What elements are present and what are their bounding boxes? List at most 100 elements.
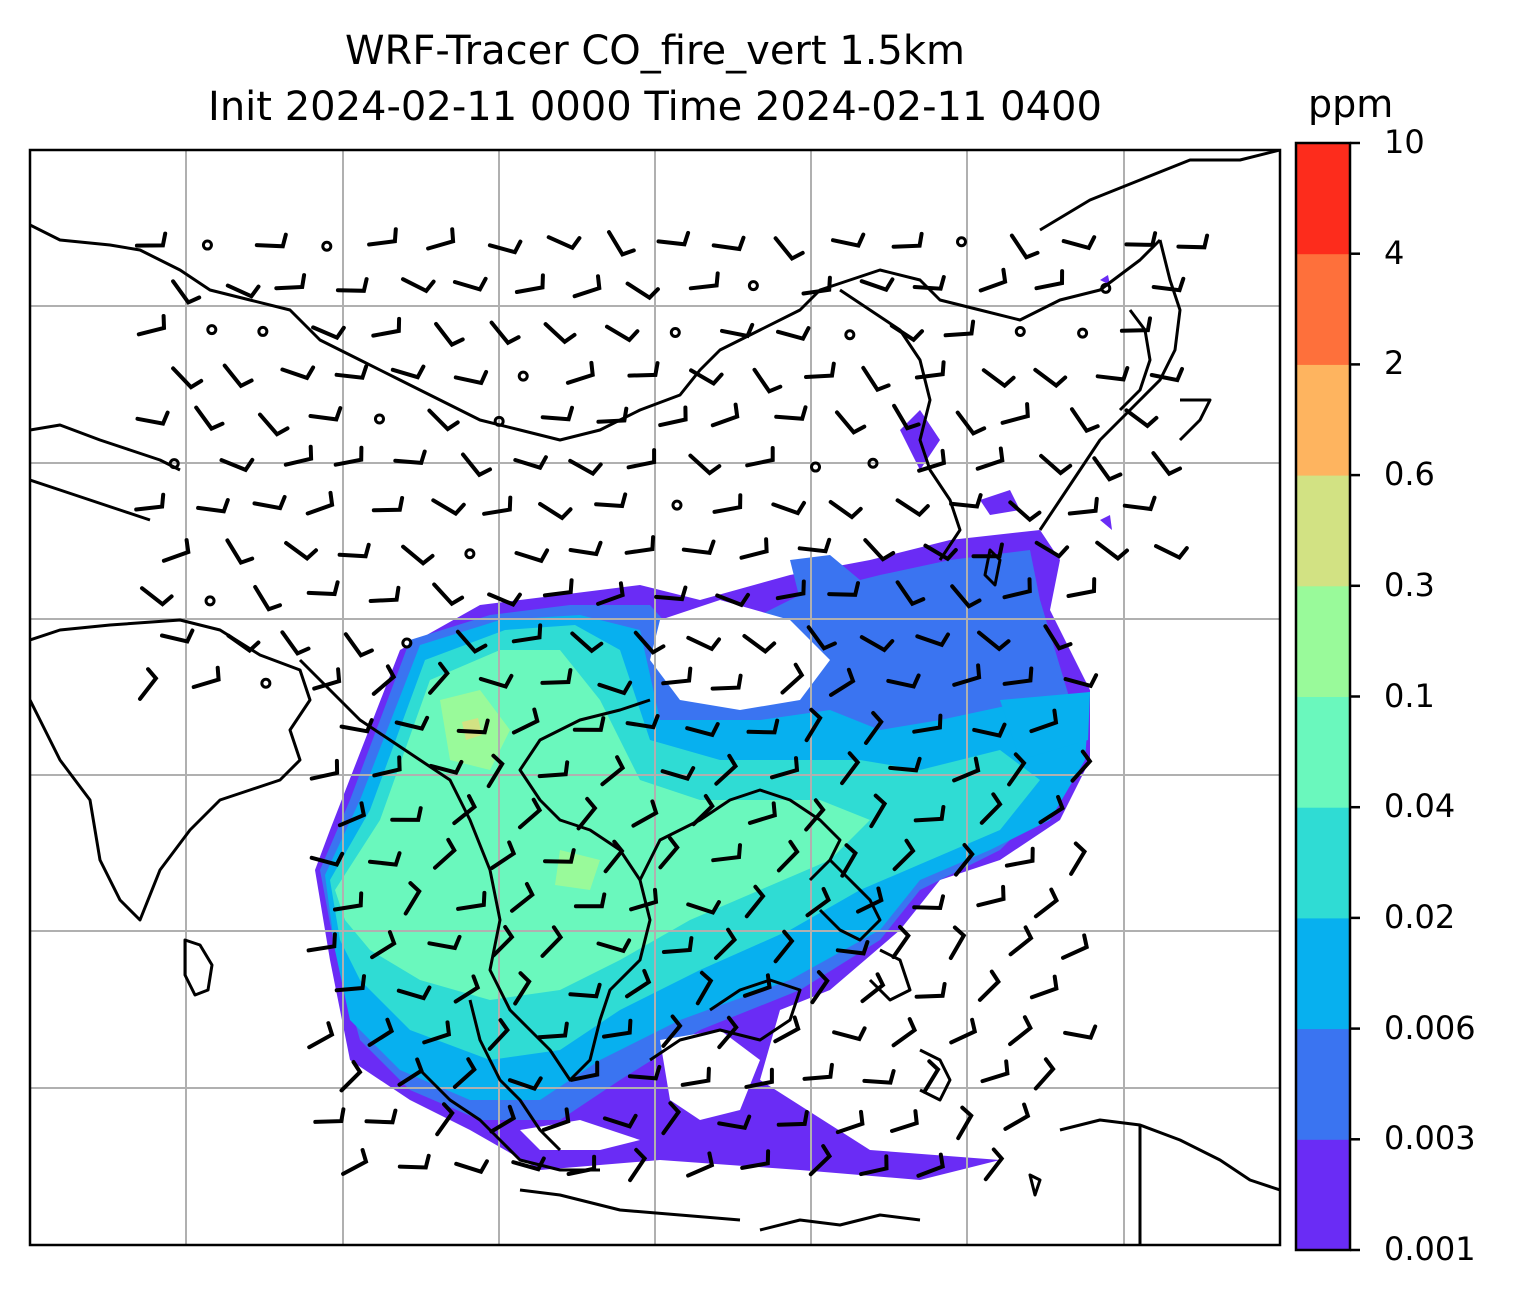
wind-barb bbox=[489, 320, 521, 346]
wind-barb bbox=[661, 1014, 683, 1048]
calm-wind-marker bbox=[206, 324, 218, 336]
wind-barb bbox=[710, 673, 743, 691]
wind-barb bbox=[625, 714, 660, 730]
wind-barb bbox=[1124, 231, 1158, 247]
wind-barb bbox=[372, 755, 402, 778]
wind-barb bbox=[397, 1057, 424, 1087]
wind-barb bbox=[427, 934, 462, 951]
wind-barb bbox=[1070, 749, 1093, 783]
colorbar-tick-label: 2 bbox=[1384, 344, 1405, 383]
wind-barb bbox=[914, 360, 946, 380]
wind-barb bbox=[771, 500, 806, 516]
wind-barb bbox=[770, 756, 800, 780]
wind-barb bbox=[371, 496, 405, 513]
wind-barb bbox=[596, 406, 629, 424]
wind-barb bbox=[892, 403, 921, 431]
colorbar-tick-label: 0.1 bbox=[1384, 676, 1435, 715]
calm-wind-marker bbox=[517, 370, 529, 382]
wind-barb bbox=[626, 448, 657, 470]
wind-barb bbox=[1004, 846, 1035, 868]
wind-barb bbox=[695, 970, 714, 1006]
wind-barb bbox=[507, 1076, 543, 1092]
wind-barb bbox=[487, 239, 523, 255]
wind-barb bbox=[161, 538, 191, 563]
calm-wind-marker bbox=[1014, 326, 1026, 338]
wind-barb bbox=[1033, 1057, 1056, 1091]
wind-barb bbox=[661, 1101, 682, 1136]
wind-barb bbox=[624, 535, 656, 555]
colorbar-segment bbox=[1296, 585, 1350, 697]
wind-barb bbox=[1029, 708, 1059, 734]
wind-barb bbox=[776, 839, 800, 873]
wind-barb bbox=[513, 971, 532, 1006]
wind-barb bbox=[714, 927, 738, 960]
wind-barb bbox=[975, 446, 1005, 471]
wind-barb bbox=[452, 1057, 477, 1089]
wind-barb bbox=[1067, 496, 1099, 516]
wind-barb bbox=[171, 279, 202, 305]
wind-barb bbox=[490, 840, 517, 870]
wind-barb bbox=[949, 1017, 978, 1045]
wind-barb bbox=[136, 314, 167, 337]
wind-barb bbox=[832, 1026, 867, 1042]
calm-wind-marker bbox=[867, 457, 879, 469]
wind-barb bbox=[1061, 235, 1097, 251]
wind-barb bbox=[225, 538, 255, 566]
wind-barb bbox=[660, 766, 696, 781]
wind-barb bbox=[337, 801, 367, 828]
map-title-line-1: WRF-Tracer CO_fire_vert 1.5km bbox=[344, 28, 966, 74]
wind-barb bbox=[808, 1144, 833, 1177]
wind-barb bbox=[226, 633, 261, 654]
wind-barb bbox=[461, 452, 492, 478]
wind-barb bbox=[972, 722, 1007, 738]
wind-barb bbox=[980, 1059, 1010, 1084]
wind-barb bbox=[680, 1066, 711, 1087]
wind-barb bbox=[978, 267, 1008, 293]
wind-barb bbox=[1043, 624, 1073, 651]
calm-wind-markers bbox=[168, 236, 1112, 689]
wind-barb bbox=[720, 322, 755, 339]
wind-barb bbox=[371, 664, 397, 696]
wind-barb bbox=[422, 1020, 452, 1045]
wind-barb bbox=[862, 1069, 896, 1085]
wind-barb bbox=[138, 667, 159, 701]
wind-barb bbox=[572, 274, 602, 299]
wind-barb bbox=[625, 968, 652, 999]
wind-barb bbox=[895, 498, 930, 518]
wind-barb bbox=[1061, 933, 1089, 960]
wind-barb bbox=[810, 970, 830, 1005]
wind-barb bbox=[912, 713, 943, 734]
wind-barb bbox=[747, 801, 777, 825]
wind-barb bbox=[511, 1156, 546, 1172]
wind-barb bbox=[428, 759, 464, 775]
wind-barb bbox=[773, 236, 805, 262]
wind-barb bbox=[629, 887, 659, 912]
wind-barb bbox=[1154, 544, 1189, 561]
wind-barb bbox=[979, 792, 1003, 825]
wind-barb bbox=[914, 982, 947, 999]
concentration-patch-north bbox=[900, 275, 1112, 530]
calm-wind-marker bbox=[257, 325, 269, 337]
map-gridlines bbox=[30, 150, 1280, 1245]
wind-barb bbox=[219, 457, 255, 473]
wind-barbs bbox=[134, 227, 1210, 1183]
wind-barb bbox=[596, 938, 632, 954]
wind-barb bbox=[393, 449, 427, 466]
wind-barb bbox=[1033, 367, 1068, 389]
colorbar-tick-label: 0.6 bbox=[1384, 455, 1435, 494]
wind-barb bbox=[691, 794, 715, 827]
wind-barb bbox=[518, 797, 543, 830]
colorbar-segment bbox=[1296, 1028, 1350, 1140]
calm-wind-marker bbox=[168, 458, 180, 470]
wind-barb bbox=[658, 836, 680, 870]
wind-barb bbox=[981, 368, 1016, 389]
wind-barb bbox=[538, 502, 573, 521]
wind-barb bbox=[628, 1147, 648, 1183]
wind-barb bbox=[453, 974, 481, 1004]
wind-barb bbox=[633, 630, 666, 655]
wind-barb bbox=[712, 493, 743, 514]
wind-barb bbox=[396, 985, 432, 1001]
wind-barb bbox=[253, 585, 282, 612]
wind-barb bbox=[860, 972, 886, 1004]
wind-barb bbox=[840, 751, 861, 786]
